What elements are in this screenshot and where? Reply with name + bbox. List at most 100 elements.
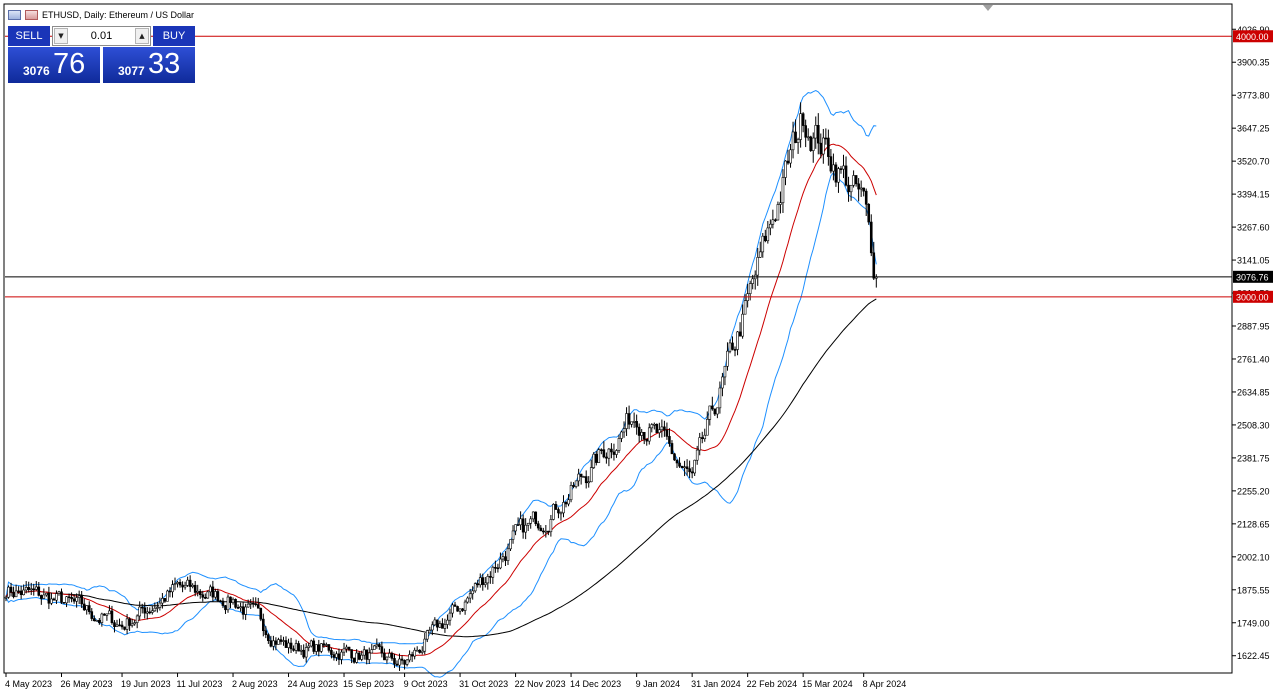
chart-window-icon[interactable]: [8, 10, 21, 20]
candle: [476, 579, 480, 588]
candle: [784, 160, 787, 186]
candle: [17, 586, 20, 594]
candle: [249, 599, 252, 610]
candle: [314, 644, 318, 655]
y-tick-label: 2002.10: [1237, 552, 1270, 562]
candle: [62, 602, 66, 604]
lot-size-value[interactable]: 0.01: [90, 30, 113, 42]
candle: [776, 201, 780, 221]
candle: [140, 603, 144, 614]
candle: [483, 576, 487, 588]
candle: [24, 581, 28, 594]
candle: [60, 588, 63, 604]
sell-price-box[interactable]: 3076 76: [8, 47, 100, 83]
candle: [552, 503, 555, 521]
candle: [834, 162, 838, 187]
candle: [47, 586, 51, 610]
candle: [557, 507, 560, 519]
candle: [764, 229, 767, 243]
candle: [789, 143, 792, 168]
candle: [312, 638, 316, 655]
lot-size-field[interactable]: ▼ 0.01 ▲: [52, 26, 151, 46]
candle: [867, 203, 871, 225]
y-tick-label: 3394.15: [1237, 190, 1270, 200]
candle: [289, 637, 293, 653]
candle: [40, 594, 43, 605]
candle: [627, 405, 631, 430]
chart-window-icon-2[interactable]: [25, 10, 38, 20]
candle: [524, 518, 527, 540]
candle: [413, 647, 416, 660]
candle: [378, 642, 381, 650]
candle: [549, 514, 553, 537]
candle: [158, 597, 162, 611]
candle: [229, 596, 232, 609]
candle: [854, 175, 858, 187]
middle-moving-average: [5, 143, 877, 657]
candle: [219, 599, 222, 603]
horizontal-levels: [5, 35, 1232, 298]
candle: [852, 170, 855, 188]
candle: [292, 645, 295, 652]
candle: [135, 614, 139, 629]
ma-20-line: [5, 143, 877, 657]
candle: [693, 459, 696, 476]
candle: [504, 551, 507, 567]
candle: [607, 447, 611, 467]
candle: [673, 453, 676, 461]
candle: [80, 590, 83, 608]
candle: [589, 459, 593, 483]
buy-price-box[interactable]: 3077 33: [103, 47, 195, 83]
y-tick-label: 2508.30: [1237, 420, 1270, 430]
sell-button[interactable]: SELL: [8, 26, 50, 46]
candle: [769, 219, 772, 236]
candle: [438, 620, 442, 629]
candle: [534, 511, 538, 527]
candle: [221, 597, 225, 609]
candle: [420, 646, 424, 655]
buy-price-big: 33: [148, 48, 181, 80]
x-tick-label: 9 Oct 2023: [404, 679, 448, 689]
candle: [811, 132, 815, 163]
candle: [355, 649, 358, 664]
candle: [753, 270, 757, 290]
candle: [345, 644, 348, 653]
candle: [425, 629, 429, 643]
candle: [176, 580, 179, 588]
candle: [526, 522, 530, 532]
candle: [241, 601, 245, 620]
candle: [461, 608, 464, 612]
candle: [594, 451, 598, 466]
candle: [214, 588, 217, 600]
candle: [481, 573, 485, 591]
candle: [625, 407, 628, 436]
candle: [350, 649, 353, 664]
buy-button[interactable]: BUY: [153, 26, 195, 46]
candle: [640, 429, 643, 441]
price-tags: 4000.00 3000.00 3076.76: [1233, 30, 1273, 303]
candle: [267, 633, 270, 644]
candle: [87, 601, 91, 615]
chart-frame: [3, 3, 1233, 674]
candle: [201, 590, 205, 602]
candle: [869, 214, 873, 257]
candle: [4, 595, 8, 602]
candle: [514, 524, 517, 536]
candle: [436, 619, 439, 632]
candle: [50, 592, 53, 606]
candle: [587, 476, 591, 488]
candle: [125, 613, 129, 635]
candle: [254, 597, 258, 607]
candle: [592, 452, 596, 470]
candle: [572, 482, 575, 489]
candle: [506, 543, 510, 566]
candle: [181, 581, 184, 593]
candle: [168, 587, 172, 598]
candle: [171, 580, 174, 598]
long-moving-average: [5, 298, 877, 638]
lot-increase-icon[interactable]: ▲: [135, 28, 149, 44]
candle: [385, 656, 389, 664]
candle: [451, 603, 454, 618]
lot-decrease-icon[interactable]: ▼: [54, 28, 68, 44]
candle: [405, 658, 409, 667]
